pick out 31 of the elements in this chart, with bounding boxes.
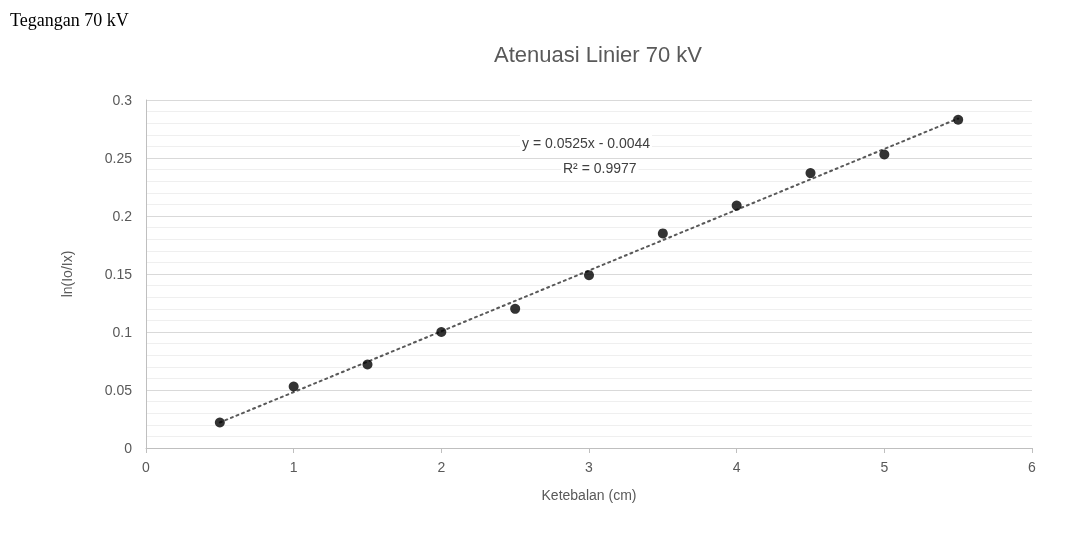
y-tick-label: 0.15: [104, 266, 133, 282]
point: [731, 200, 742, 211]
x-tick-label: 5: [880, 459, 889, 475]
y-tick-label: 0.2: [112, 208, 133, 224]
point: [657, 228, 668, 239]
x-tick-label: 2: [437, 459, 446, 475]
y-tick-label: 0.25: [104, 150, 133, 166]
x-tick-label: 1: [289, 459, 298, 475]
y-tick-label: 0.3: [112, 92, 133, 108]
y-tick-label: 0.05: [104, 382, 133, 398]
x-axis-title: Ketebalan (cm): [541, 487, 637, 503]
point: [510, 303, 521, 314]
x-tick-label: 6: [1028, 459, 1037, 475]
chart-title: Atenuasi Linier 70 kV: [494, 41, 703, 67]
point: [362, 359, 373, 370]
point: [879, 149, 890, 160]
annotation: R² = 0.9977: [563, 160, 637, 176]
point: [805, 168, 816, 179]
y-tick-label: 0: [124, 440, 133, 456]
point: [953, 114, 964, 125]
y-axis-title: ln(Io/Ix): [59, 250, 75, 298]
x-tick-label: 4: [732, 459, 741, 475]
x-tick-label: 3: [585, 459, 594, 475]
point: [214, 417, 225, 428]
point: [436, 327, 447, 337]
point: [584, 270, 594, 281]
text: Tegangan 70 kV: [10, 10, 129, 30]
y-tick-label: 0.1: [112, 324, 133, 340]
x-tick-label: 0: [142, 459, 151, 475]
point: [288, 381, 299, 392]
annotation: y = 0.0525x - 0.0044: [522, 135, 651, 151]
